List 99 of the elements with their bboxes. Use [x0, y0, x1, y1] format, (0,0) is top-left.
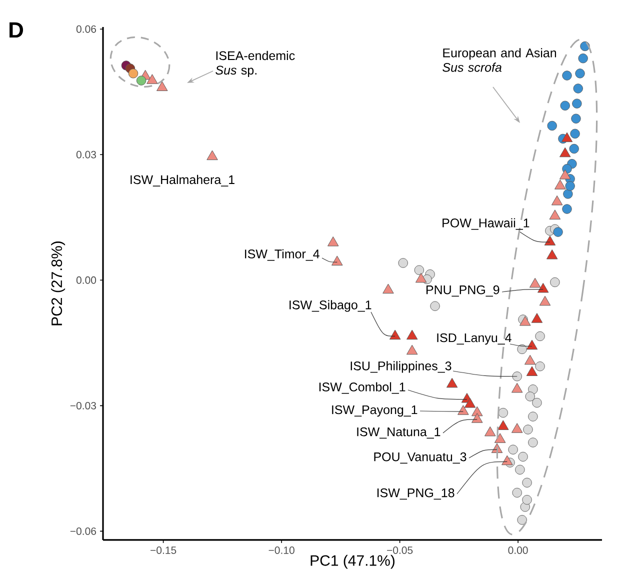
point — [332, 256, 343, 266]
point — [515, 464, 525, 475]
point — [562, 204, 572, 214]
point — [526, 366, 538, 376]
point — [406, 344, 418, 355]
point — [498, 420, 509, 430]
point — [128, 68, 138, 78]
point — [522, 478, 532, 488]
annotation: ISW_PNG_18 — [377, 488, 454, 500]
point — [539, 296, 551, 306]
y-tick-label: 0.06 — [76, 25, 96, 33]
point — [575, 68, 585, 78]
annotation: PNU_PNG_9 — [426, 285, 500, 297]
point — [572, 98, 582, 108]
text: D — [10, 22, 24, 38]
annotation: ISW_Sibago_1 — [290, 300, 372, 312]
point — [522, 494, 532, 505]
point — [520, 316, 531, 326]
point — [570, 128, 580, 139]
point — [528, 412, 538, 422]
point — [458, 405, 469, 415]
point — [553, 227, 563, 237]
point — [560, 100, 570, 111]
x-tick-label: −0.15 — [150, 546, 176, 554]
point — [532, 398, 542, 408]
point — [415, 272, 427, 283]
point — [537, 282, 549, 293]
point — [523, 424, 533, 434]
y-tick-label: 0.03 — [76, 150, 96, 158]
point — [511, 423, 523, 433]
point — [544, 236, 556, 246]
annotation: ISEA-endemic Sus sp. — [216, 50, 295, 78]
y-tick-label: −0.06 — [70, 527, 96, 535]
point — [561, 132, 573, 142]
point — [206, 150, 218, 160]
point — [406, 330, 418, 340]
point — [559, 147, 571, 158]
annotation: ISW_Natuna_1 — [357, 427, 440, 439]
point — [136, 76, 146, 86]
point — [146, 74, 158, 84]
annotation: ISW_Combol_1 — [319, 382, 406, 394]
x-tick-label: 0.00 — [508, 546, 528, 554]
y-tick-label: 0.00 — [76, 276, 96, 284]
x-tick-label: −0.05 — [387, 546, 413, 554]
point — [472, 413, 483, 423]
point — [531, 313, 543, 323]
point — [464, 398, 476, 408]
point — [569, 144, 579, 154]
point — [498, 408, 508, 418]
x-tick-label: −0.10 — [268, 546, 294, 554]
point — [156, 81, 168, 92]
point — [526, 340, 538, 350]
point — [517, 344, 527, 354]
y-tick-label: −0.03 — [70, 402, 96, 410]
annotation: POW_Hawaii_1 — [442, 218, 530, 230]
point — [550, 277, 560, 288]
point — [528, 438, 538, 448]
point — [511, 382, 523, 393]
point — [382, 284, 394, 294]
point — [517, 515, 527, 525]
point — [571, 114, 581, 124]
point — [554, 180, 566, 190]
point — [502, 455, 513, 466]
point — [525, 392, 535, 402]
point — [563, 189, 573, 199]
point — [535, 331, 545, 342]
point — [414, 265, 424, 275]
point — [518, 452, 528, 462]
annotation: ISW_Timor_4 — [245, 249, 320, 261]
annotation: ISW_Halmahera_1 — [130, 174, 234, 186]
annotation: ISW_Payong_1 — [332, 405, 418, 417]
point — [565, 181, 575, 191]
point — [547, 120, 557, 131]
annotation: ISD_Lanyu_4 — [437, 333, 512, 345]
point — [551, 195, 563, 206]
x-axis-title: PC1 (47.1%) — [310, 554, 394, 569]
annotation: European and Asian Sus scrofa — [442, 48, 556, 72]
point — [578, 54, 588, 64]
point — [494, 433, 506, 443]
point — [573, 84, 583, 94]
point — [535, 361, 545, 372]
annotation: ISU_Philippines_3 — [350, 361, 452, 373]
point — [389, 330, 401, 340]
point — [398, 258, 408, 268]
point — [559, 170, 571, 180]
point — [524, 354, 536, 365]
point — [484, 426, 496, 436]
point — [508, 444, 518, 454]
point — [512, 488, 522, 498]
y-axis-title: PC2 (27.8%) — [51, 242, 66, 326]
point — [430, 301, 440, 311]
annotation: POU_Vanuatu_3 — [374, 452, 466, 464]
point — [446, 378, 458, 388]
point — [327, 236, 339, 246]
point — [529, 278, 541, 288]
point — [549, 210, 561, 220]
point — [546, 249, 558, 260]
point — [512, 372, 522, 382]
point — [562, 70, 572, 80]
